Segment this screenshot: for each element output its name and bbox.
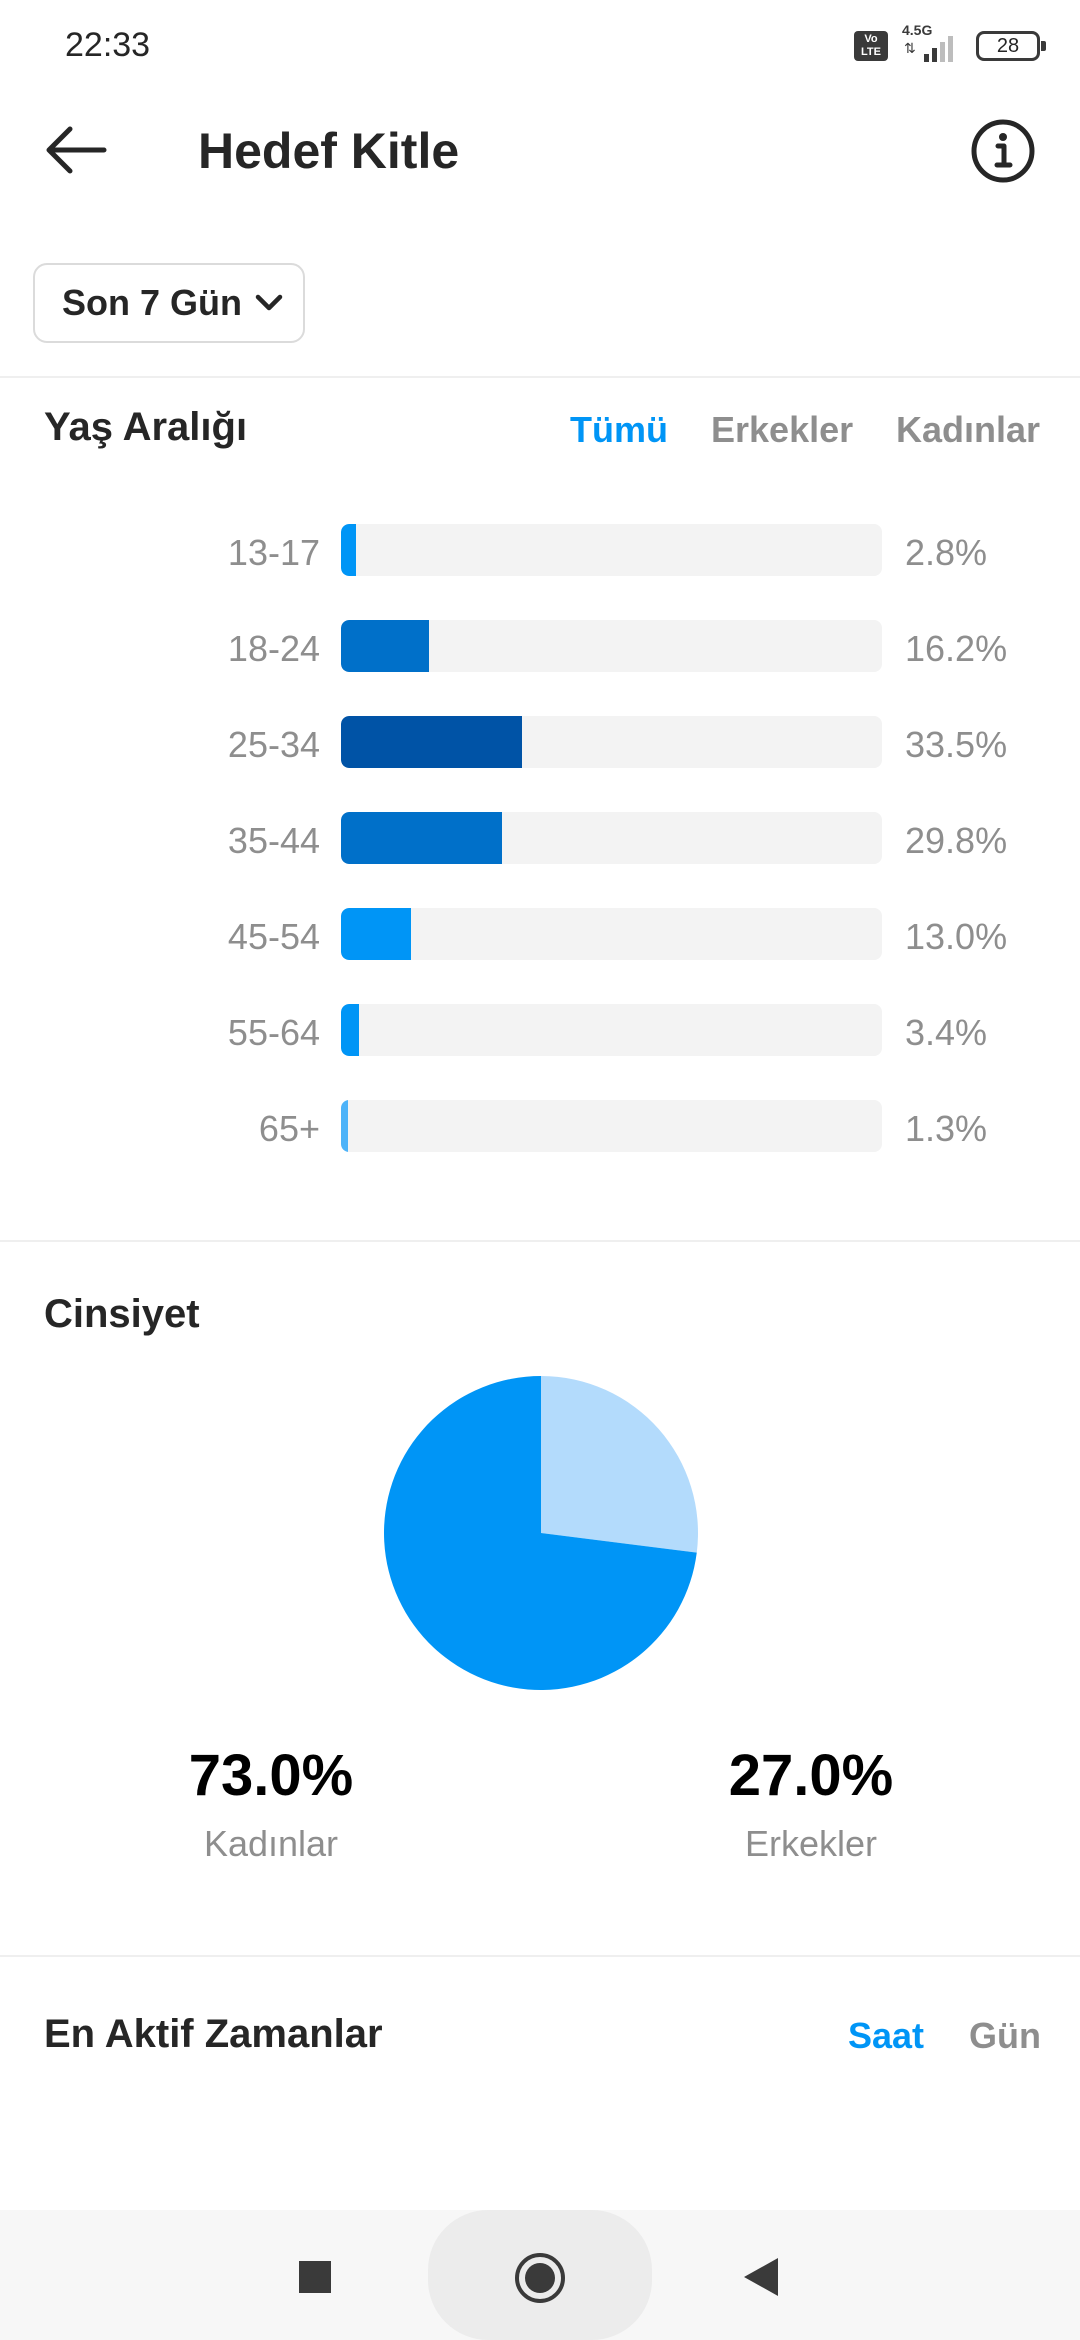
age-category-label: 35-44 [227, 820, 320, 861]
age-row: 35-44 29.8% [0, 812, 1080, 866]
age-bar [341, 812, 503, 864]
back-nav-button[interactable] [742, 2256, 780, 2298]
battery-icon: 28 [976, 31, 1046, 61]
age-bar [341, 524, 357, 576]
age-category-label: 13-17 [227, 532, 320, 573]
women-percentage: 73.0% [188, 1743, 354, 1808]
age-bar-track [341, 1004, 882, 1056]
age-value-label: 2.8% [905, 532, 988, 573]
status-icons: Vo LTE 4.5G ⇅ 28 [854, 22, 1046, 64]
divider [0, 1240, 1080, 1242]
recents-button[interactable] [298, 2260, 332, 2294]
age-bar [341, 716, 523, 768]
men-label: Erkekler [744, 1823, 878, 1864]
network-type: 4.5G [902, 22, 933, 38]
gender-pie-chart [382, 1374, 700, 1692]
data-arrows-icon: ⇅ [904, 40, 916, 56]
age-bar [341, 1004, 360, 1056]
age-value-label: 1.3% [905, 1108, 988, 1149]
women-stat: 73.0% Kadınlar [121, 1742, 421, 1865]
tab-men[interactable]: Erkekler [711, 409, 854, 450]
square-icon [299, 2261, 331, 2293]
age-category-label: 55-64 [227, 1012, 320, 1053]
age-category-label: 65+ [258, 1108, 320, 1149]
back-button[interactable] [40, 120, 112, 180]
most-active-title: En Aktif Zamanlar [44, 2012, 383, 2056]
circle-icon [515, 2253, 565, 2303]
age-value-label: 13.0% [905, 916, 1008, 957]
tab-day[interactable]: Gün [969, 2015, 1041, 2056]
age-row: 65+ 1.3% [0, 1100, 1080, 1154]
tab-all[interactable]: Tümü [570, 409, 668, 450]
triangle-back-icon [744, 2258, 778, 2296]
gender-title: Cinsiyet [44, 1292, 200, 1336]
age-value-label: 3.4% [905, 1012, 988, 1053]
age-row: 18-24 16.2% [0, 620, 1080, 674]
age-value-label: 29.8% [905, 820, 1008, 861]
divider [0, 1955, 1080, 1957]
system-nav-bar [0, 2210, 1080, 2340]
header: Hedef Kitle [0, 96, 1080, 206]
age-value-label: 33.5% [905, 724, 1008, 765]
tab-women[interactable]: Kadınlar [896, 409, 1041, 450]
age-bar-track [341, 716, 882, 768]
age-bar-track [341, 620, 882, 672]
status-bar: 22:33 Vo LTE 4.5G ⇅ 28 [0, 0, 1080, 96]
home-button[interactable] [512, 2250, 568, 2306]
age-category-label: 45-54 [227, 916, 320, 957]
pie-svg [384, 1376, 698, 1690]
age-bar-track [341, 524, 882, 576]
men-percentage: 27.0% [728, 1743, 894, 1808]
volte-icon: Vo LTE [854, 31, 888, 61]
age-row: 13-17 2.8% [0, 524, 1080, 578]
age-row: 45-54 13.0% [0, 908, 1080, 962]
age-row: 25-34 33.5% [0, 716, 1080, 770]
divider [0, 376, 1080, 378]
tab-hour[interactable]: Saat [848, 2015, 925, 2056]
pie-slice-men [541, 1376, 698, 1553]
info-icon [971, 119, 1035, 183]
age-bar [341, 908, 412, 960]
age-value-label: 16.2% [905, 628, 1008, 669]
date-range-dropdown[interactable]: Son 7 Gün [33, 263, 305, 343]
arrow-left-icon [46, 126, 107, 174]
age-category-label: 18-24 [227, 628, 320, 669]
women-label: Kadınlar [203, 1823, 339, 1864]
men-stat: 27.0% Erkekler [661, 1742, 961, 1865]
signal-bars-icon [924, 34, 964, 62]
date-range-label: Son 7 Gün [62, 282, 242, 323]
pie-slice-women [384, 1376, 697, 1690]
age-bar [341, 1100, 349, 1152]
info-button[interactable] [970, 118, 1036, 184]
chevron-down-icon [255, 294, 283, 311]
page-title: Hedef Kitle [198, 123, 460, 179]
age-range-title: Yaş Aralığı [44, 405, 248, 449]
signal-icon: 4.5G ⇅ [902, 22, 964, 64]
age-category-label: 25-34 [227, 724, 320, 765]
age-bar-track [341, 908, 882, 960]
age-bar [341, 620, 429, 672]
status-time: 22:33 [65, 26, 151, 64]
age-bar-track [341, 1100, 882, 1152]
age-bar-track [341, 812, 882, 864]
age-row: 55-64 3.4% [0, 1004, 1080, 1058]
